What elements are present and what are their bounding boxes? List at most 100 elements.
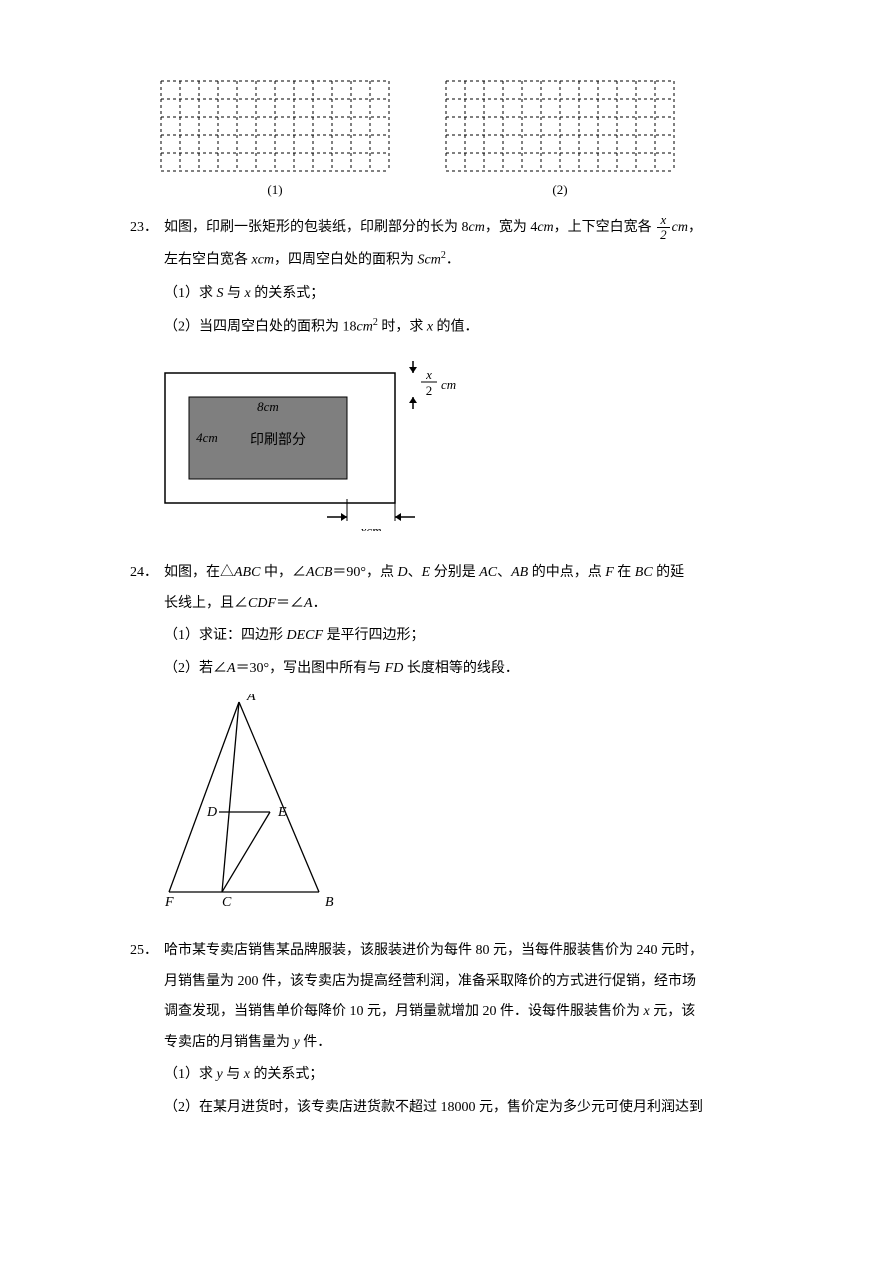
bc: BC <box>635 565 653 580</box>
svg-text:8cm: 8cm <box>257 399 279 414</box>
grid-1-svg <box>160 80 390 172</box>
t: 件． <box>300 1035 332 1050</box>
d: D <box>398 565 408 580</box>
t: 、 <box>408 565 422 580</box>
svg-text:2: 2 <box>426 383 433 398</box>
t: 与 <box>224 286 245 301</box>
t: 与 <box>223 1067 244 1082</box>
t: 的关系式； <box>251 286 325 301</box>
t: 、 <box>497 565 511 580</box>
grid-1-caption: (1) <box>160 178 390 203</box>
t: ＝90°，点 <box>332 565 397 580</box>
svg-text:印刷部分: 印刷部分 <box>250 432 306 448</box>
t: 中，∠ <box>260 565 306 580</box>
ab: AB <box>511 565 528 580</box>
frac-x-2: x2 <box>657 213 670 243</box>
ac: AC <box>479 565 497 580</box>
svg-text:B: B <box>325 895 334 909</box>
a: A <box>304 596 313 611</box>
svg-text:4cm: 4cm <box>196 430 218 445</box>
prob-23-s2: （2）当四周空白处的面积为 18cm2 时，求 x 的值． <box>164 313 782 341</box>
svg-text:cm: cm <box>441 377 456 392</box>
t: （2）若∠ <box>164 661 227 676</box>
t: 分别是 <box>430 565 479 580</box>
figure-23-svg: 8cm 4cm 印刷部分 x2 cm xcm <box>164 353 464 531</box>
prob-24-num: 24． <box>130 560 164 587</box>
t: 元，该 <box>650 1004 696 1019</box>
frac-den: 2 <box>657 228 670 242</box>
prob-23-line1: 如图，印刷一张矩形的包装纸，印刷部分的长为 8cm，宽为 4cm，上下空白宽各 … <box>164 213 782 243</box>
svg-text:xcm: xcm <box>360 523 382 531</box>
S: S <box>217 286 224 301</box>
t: ． <box>313 596 327 611</box>
t: 长线上，且∠ <box>164 596 248 611</box>
decf: DECF <box>287 628 324 643</box>
prob-25-s2: （2）在某月进货时，该专卖店进货款不超过 18000 元，售价定为多少元可使月利… <box>164 1095 782 1122</box>
t: ，上下空白宽各 <box>554 220 656 235</box>
svg-text:A: A <box>246 694 256 704</box>
fd: FD <box>385 661 404 676</box>
t: ， <box>688 220 702 235</box>
cm: cm <box>357 320 373 335</box>
prob-25-l3: 调查发现，当销售单价每降价 10 元，月销量就增加 20 件．设每件服装售价为 … <box>164 999 782 1026</box>
e: E <box>422 565 431 580</box>
prob-23-line2: 左右空白宽各 xcm，四周空白处的面积为 Scm2． <box>164 246 782 274</box>
abc: ABC <box>234 565 260 580</box>
f: F <box>605 565 614 580</box>
t: ，宽为 4 <box>485 220 538 235</box>
prob-24-s2: （2）若∠A＝30°，写出图中所有与 FD 长度相等的线段． <box>164 656 782 683</box>
cm: cm <box>537 220 553 235</box>
svg-text:E: E <box>277 805 287 820</box>
scm: Scm <box>418 253 441 268</box>
prob-25-num: 25． <box>130 938 164 965</box>
cdf: CDF <box>248 596 276 611</box>
prob-24-line1: 如图，在△ABC 中，∠ACB＝90°，点 D、E 分别是 AC、AB 的中点，… <box>164 560 782 587</box>
a: A <box>227 661 236 676</box>
prob-25-l4: 专卖店的月销售量为 y 件． <box>164 1030 782 1057</box>
t: 的关系式； <box>250 1067 324 1082</box>
t: 在 <box>614 565 635 580</box>
prob-25-s1: （1）求 y 与 x 的关系式； <box>164 1062 782 1089</box>
grids-row: (1) (2) <box>160 80 782 203</box>
grid-figure-2: (2) <box>445 80 675 203</box>
prob-23-s1: （1）求 S 与 x 的关系式； <box>164 281 782 308</box>
grid-2-caption: (2) <box>445 178 675 203</box>
t: 左右空白宽各 <box>164 253 252 268</box>
t: ＝30°，写出图中所有与 <box>236 661 385 676</box>
grid-figure-1: (1) <box>160 80 390 203</box>
t: 的值． <box>433 320 479 335</box>
cm: cm <box>469 220 485 235</box>
t: 的中点，点 <box>528 565 605 580</box>
prob-24-line2: 长线上，且∠CDF＝∠A． <box>164 591 782 618</box>
frac-num: x <box>657 213 670 228</box>
t: 的延 <box>653 565 685 580</box>
t: 是平行四边形； <box>323 628 425 643</box>
t: （1）求证：四边形 <box>164 628 287 643</box>
problem-25: 25． 哈市某专卖店销售某品牌服装，该服装进价为每件 80 元，当每件服装售价为… <box>130 938 782 1122</box>
svg-text:C: C <box>222 895 232 909</box>
acb: ACB <box>306 565 332 580</box>
svg-text:D: D <box>206 805 217 820</box>
problem-24: 24． 如图，在△ABC 中，∠ACB＝90°，点 D、E 分别是 AC、AB … <box>130 560 782 920</box>
t: ． <box>446 253 460 268</box>
figure-24-svg: A D E F C B <box>164 694 344 909</box>
figure-24: A D E F C B <box>164 694 782 920</box>
svg-text:F: F <box>164 895 174 909</box>
t: ，四周空白处的面积为 <box>274 253 418 268</box>
t: （1）求 <box>164 1067 217 1082</box>
xcm: xcm <box>252 253 275 268</box>
problem-23: 23． 如图，印刷一张矩形的包装纸，印刷部分的长为 8cm，宽为 4cm，上下空… <box>130 213 782 542</box>
t: 时，求 <box>378 320 427 335</box>
t: 专卖店的月销售量为 <box>164 1035 294 1050</box>
t: 如图，印刷一张矩形的包装纸，印刷部分的长为 8 <box>164 220 469 235</box>
t: 如图，在△ <box>164 565 234 580</box>
cm: cm <box>672 220 688 235</box>
t: （1）求 <box>164 286 217 301</box>
figure-23: 8cm 4cm 印刷部分 x2 cm xcm <box>164 353 782 542</box>
prob-23-num: 23． <box>130 215 164 242</box>
svg-text:x: x <box>425 367 432 382</box>
prob-24-s1: （1）求证：四边形 DECF 是平行四边形； <box>164 623 782 650</box>
t: （2）当四周空白处的面积为 18 <box>164 320 357 335</box>
t: 长度相等的线段． <box>403 661 519 676</box>
t: ＝∠ <box>276 596 304 611</box>
